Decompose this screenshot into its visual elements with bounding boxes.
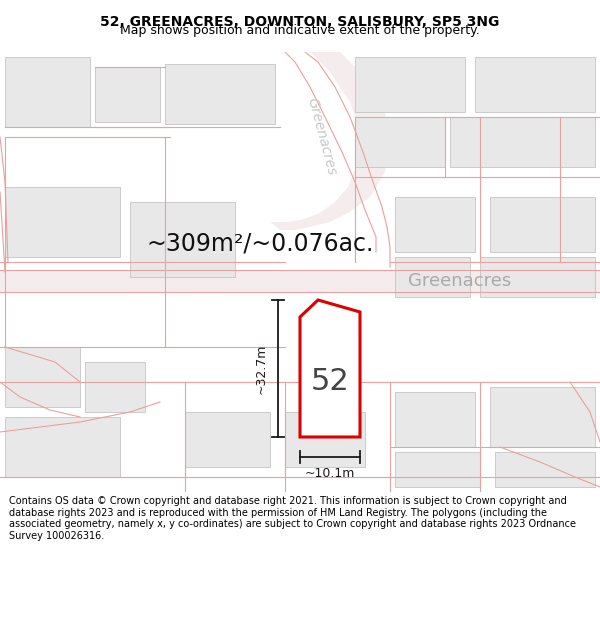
Bar xyxy=(490,197,595,252)
Bar xyxy=(130,202,235,277)
Bar xyxy=(395,197,475,252)
Bar xyxy=(5,347,80,407)
Bar xyxy=(85,362,145,412)
Polygon shape xyxy=(300,300,360,437)
Bar xyxy=(395,257,470,297)
Bar xyxy=(355,117,445,167)
Bar xyxy=(395,452,480,487)
Text: ~32.7m: ~32.7m xyxy=(255,343,268,394)
Bar xyxy=(355,57,465,112)
Bar xyxy=(5,187,120,257)
Polygon shape xyxy=(270,52,390,230)
Text: 52, GREENACRES, DOWNTON, SALISBURY, SP5 3NG: 52, GREENACRES, DOWNTON, SALISBURY, SP5 … xyxy=(100,14,500,29)
Bar xyxy=(495,452,595,487)
Bar xyxy=(5,57,90,127)
Bar xyxy=(490,387,595,447)
Text: ~10.1m: ~10.1m xyxy=(305,467,355,480)
Text: Map shows position and indicative extent of the property.: Map shows position and indicative extent… xyxy=(120,24,480,38)
Bar xyxy=(165,64,275,124)
Bar xyxy=(185,412,270,467)
Bar xyxy=(480,257,595,297)
Bar xyxy=(285,412,365,467)
Bar xyxy=(5,417,120,477)
Text: Greenacres: Greenacres xyxy=(409,272,512,290)
Bar xyxy=(475,57,595,112)
Bar xyxy=(95,67,160,122)
Text: Greenacres: Greenacres xyxy=(305,97,339,178)
Text: Contains OS data © Crown copyright and database right 2021. This information is : Contains OS data © Crown copyright and d… xyxy=(9,496,576,541)
Text: 52: 52 xyxy=(311,368,349,396)
Bar xyxy=(450,117,595,167)
Polygon shape xyxy=(0,270,600,292)
Text: ~309m²/~0.076ac.: ~309m²/~0.076ac. xyxy=(146,232,374,256)
Bar xyxy=(395,392,475,447)
